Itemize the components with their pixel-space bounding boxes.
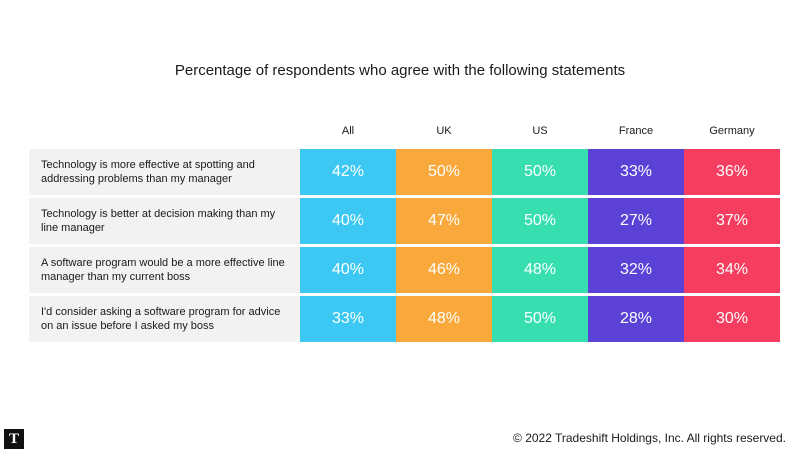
value-cell-uk: 47% (396, 198, 492, 244)
value-cell-germany: 37% (684, 198, 780, 244)
chart-title: Percentage of respondents who agree with… (174, 62, 626, 79)
value-cell-us: 50% (492, 296, 588, 342)
value-cell-germany: 30% (684, 296, 780, 342)
row-label: Technology is more effective at spotting… (41, 159, 255, 185)
value-cell-all: 40% (300, 198, 396, 244)
value-cell-us: 50% (492, 149, 588, 195)
row-label: I'd consider asking a software program f… (41, 306, 281, 332)
column-header-all: All (341, 125, 355, 137)
column-header-us: US (532, 125, 548, 137)
copyright-notice: © 2022 Tradeshift Holdings, Inc. All rig… (513, 431, 786, 445)
row-label: A software program would be a more effec… (41, 257, 285, 283)
value-cell-france: 28% (588, 296, 684, 342)
value-cell-all: 33% (300, 296, 396, 342)
value-cell-all: 40% (300, 247, 396, 293)
value-cell-france: 33% (588, 149, 684, 195)
tradeshift-logo: T (4, 429, 24, 449)
value-cell-all: 42% (300, 149, 396, 195)
row-label: Technology is better at decision making … (41, 208, 276, 234)
column-header-uk: UK (436, 125, 452, 137)
column-header-germany: Germany (709, 125, 755, 137)
row-label-background (29, 247, 300, 293)
value-cell-germany: 36% (684, 149, 780, 195)
value-cell-uk: 50% (396, 149, 492, 195)
value-cell-france: 27% (588, 198, 684, 244)
value-cell-uk: 48% (396, 296, 492, 342)
value-cell-us: 50% (492, 198, 588, 244)
value-cell-uk: 46% (396, 247, 492, 293)
column-header-france: France (618, 125, 654, 137)
row-label-background (29, 296, 300, 342)
row-label-background (29, 149, 300, 195)
value-cell-germany: 34% (684, 247, 780, 293)
value-cell-france: 32% (588, 247, 684, 293)
value-cell-us: 48% (492, 247, 588, 293)
row-label-background (29, 198, 300, 244)
